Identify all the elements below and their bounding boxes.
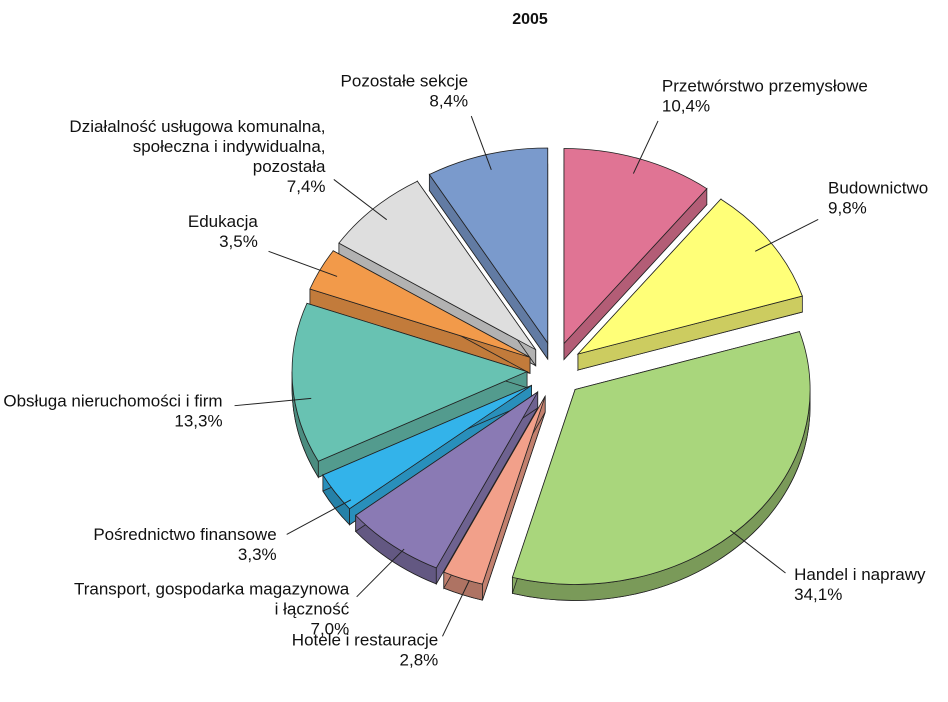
slice <box>291 302 529 462</box>
slice <box>309 250 531 358</box>
leader-line <box>730 529 786 574</box>
label-line: Pośrednictwo finansowe <box>93 525 276 544</box>
leader-line <box>442 580 470 637</box>
value-label: 8,4% <box>429 91 468 110</box>
slice-label: Działalność usługowa komunalna, społeczna… <box>69 117 326 176</box>
leader-line <box>356 548 405 598</box>
slice <box>443 396 546 585</box>
slice <box>355 391 539 569</box>
slice <box>322 385 532 510</box>
value-label: 13,3% <box>174 411 222 430</box>
value-label: 2,8% <box>400 651 439 670</box>
leader-line <box>333 179 388 221</box>
label-line: Obsługa nieruchomości i firm <box>3 391 222 410</box>
slice <box>511 331 811 585</box>
slice <box>563 148 708 345</box>
leader-line <box>632 120 659 174</box>
value-label: 3,5% <box>219 232 258 251</box>
label-line: Transport, gospodarka magazynowa <box>74 580 350 599</box>
slice-label: Hotele i restauracje <box>292 631 438 650</box>
slice-label: Przetwórstwo przemysłowe <box>662 76 868 95</box>
value-label: 34,1% <box>794 585 842 604</box>
slice-label: Edukacja <box>188 212 258 231</box>
leader-line <box>234 397 312 407</box>
value-label: 9,8% <box>828 199 867 218</box>
leader-line <box>268 250 338 277</box>
slice-label: Obsługa nieruchomości i firm <box>3 391 222 410</box>
value-label: 10,4% <box>662 96 710 115</box>
label-line: i łączność <box>275 600 350 619</box>
label-line: Przetwórstwo przemysłowe <box>662 76 868 95</box>
slice-label: Pozostałe sekcje <box>341 71 469 90</box>
slice-label: Handel i naprawy <box>794 565 926 584</box>
label-line: Hotele i restauracje <box>292 631 438 650</box>
slice <box>428 147 549 345</box>
label-line: pozostała <box>253 157 326 176</box>
label-line: Handel i naprawy <box>794 565 926 584</box>
value-label: 7,0% <box>311 620 350 639</box>
value-label: 7,4% <box>287 177 326 196</box>
leader-line <box>755 219 819 252</box>
slice-label: Transport, gospodarka magazynowa i łączno… <box>74 580 350 619</box>
label-line: Działalność usługowa komunalna, <box>69 117 325 136</box>
slice <box>576 198 803 355</box>
label-line: społeczna i indywidualna, <box>133 137 326 156</box>
label-line: Budownictwo <box>828 179 928 198</box>
slice-label: Pośrednictwo finansowe <box>93 525 276 544</box>
value-label: 3,3% <box>238 545 277 564</box>
leader-line <box>286 499 352 535</box>
slice-label: Budownictwo <box>828 179 928 198</box>
label-line: Edukacja <box>188 212 258 231</box>
slice <box>338 180 537 351</box>
label-line: Pozostałe sekcje <box>341 71 469 90</box>
chart-title: 2005 <box>512 11 548 28</box>
leader-line <box>470 115 492 170</box>
